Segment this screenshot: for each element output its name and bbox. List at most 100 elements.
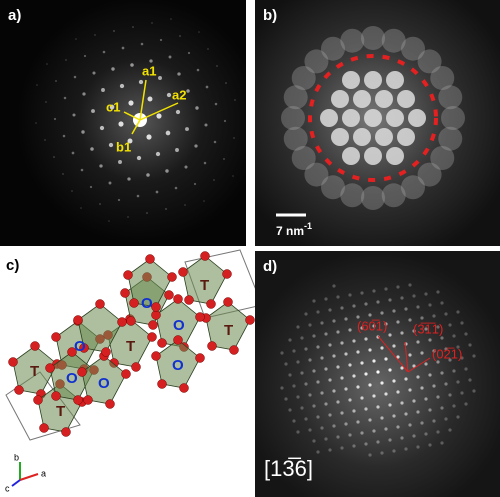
diffraction-spot xyxy=(340,306,344,310)
diffraction-spot xyxy=(384,322,388,326)
diffraction-spot xyxy=(320,426,324,430)
atom xyxy=(195,353,205,363)
atom xyxy=(167,272,177,282)
diffraction-spot xyxy=(108,220,110,222)
diffraction-spot xyxy=(376,370,380,374)
diffraction-spot xyxy=(392,379,396,383)
atom xyxy=(83,395,93,405)
diffraction-spot xyxy=(424,292,428,296)
diffraction-spot xyxy=(316,415,320,419)
diffraction-spot xyxy=(452,369,456,373)
diffraction-spot xyxy=(63,96,67,100)
atom xyxy=(77,367,87,377)
ring-disk xyxy=(438,126,463,151)
diffraction-spot xyxy=(436,290,440,294)
diffraction-spot xyxy=(424,362,428,366)
diffraction-spot xyxy=(336,330,340,334)
diffraction-spot xyxy=(94,34,96,36)
atom xyxy=(178,267,188,277)
panel-a-spots xyxy=(35,18,236,222)
diffraction-spot xyxy=(118,160,122,164)
arrow xyxy=(377,335,409,373)
diffraction-spot xyxy=(392,414,396,418)
ring-disk xyxy=(281,106,305,130)
ring-disk xyxy=(381,183,406,208)
diffraction-spot xyxy=(55,80,57,82)
atom xyxy=(147,332,157,342)
ring-disk xyxy=(321,36,345,61)
diffraction-spot xyxy=(203,161,207,165)
diffraction-spot xyxy=(424,397,428,401)
diffraction-spot xyxy=(312,334,316,338)
diffraction-spot xyxy=(296,395,300,399)
ring-disk xyxy=(417,162,442,187)
axis-label: b xyxy=(14,452,19,462)
diffraction-spot xyxy=(456,415,460,419)
diffraction-spot xyxy=(101,88,105,92)
atom xyxy=(222,269,232,279)
diffraction-spot xyxy=(80,168,84,172)
diffraction-spot xyxy=(324,297,328,301)
diffraction-spot xyxy=(146,134,152,140)
diffraction-spot xyxy=(81,130,85,134)
diffraction-spot xyxy=(440,406,444,410)
atom xyxy=(14,385,24,395)
diffraction-spot xyxy=(408,423,412,427)
diffraction-spot xyxy=(312,439,316,443)
diffraction-spot xyxy=(35,122,37,124)
diffraction-spot xyxy=(156,113,162,119)
diffraction-spot xyxy=(292,384,296,388)
diffraction-spot xyxy=(356,420,360,424)
diffraction-spot xyxy=(456,345,460,349)
diffraction-spot xyxy=(440,336,444,340)
diffraction-spot xyxy=(396,320,400,324)
diffraction-spot xyxy=(328,448,332,452)
diffraction-spot xyxy=(404,377,408,381)
diffraction-spot xyxy=(348,293,352,297)
atom xyxy=(200,251,210,261)
diffraction-spot xyxy=(412,294,416,298)
diffraction-spot xyxy=(292,349,296,353)
diffraction-spot xyxy=(170,18,172,20)
diffraction-spot xyxy=(340,411,344,415)
diffraction-spot xyxy=(400,436,404,440)
diffraction-spot xyxy=(90,147,94,151)
diffraction-spot xyxy=(416,445,420,449)
diffraction-spot xyxy=(388,333,392,337)
diffraction-disk xyxy=(353,128,371,146)
diffraction-spot xyxy=(328,378,332,382)
diffraction-disk xyxy=(364,109,382,127)
diffraction-spot xyxy=(184,204,186,206)
atom xyxy=(45,363,55,373)
diffraction-spot xyxy=(165,130,171,136)
ring-disk xyxy=(361,26,385,50)
atom xyxy=(151,310,161,320)
atom xyxy=(184,295,194,305)
atom xyxy=(121,369,131,379)
diffraction-spot xyxy=(83,54,87,58)
diffraction-spot xyxy=(132,26,134,28)
diffraction-spot xyxy=(360,431,364,435)
diffraction-spot xyxy=(376,440,380,444)
diffraction-spot xyxy=(436,360,440,364)
diffraction-disk xyxy=(320,109,338,127)
diffraction-spot xyxy=(444,312,448,316)
vector-b1 xyxy=(131,119,141,135)
diffraction-spot xyxy=(396,355,400,359)
atom xyxy=(157,379,167,389)
polyhedron-label: O xyxy=(141,295,153,312)
ring-disk xyxy=(381,28,406,53)
diffraction-spot xyxy=(444,417,448,421)
diffraction-spot xyxy=(352,444,356,448)
atom xyxy=(101,347,111,357)
diffraction-spot xyxy=(36,84,38,86)
diffraction-spot xyxy=(448,323,452,327)
diffraction-spot xyxy=(308,358,312,362)
diffraction-spot xyxy=(344,422,348,426)
diffraction-spot xyxy=(416,340,420,344)
diffraction-spot xyxy=(388,438,392,442)
scale-text: 7 nm xyxy=(276,224,304,238)
diffraction-spot xyxy=(316,310,320,314)
diffraction-spot xyxy=(155,151,161,157)
diffraction-spot xyxy=(128,100,134,106)
